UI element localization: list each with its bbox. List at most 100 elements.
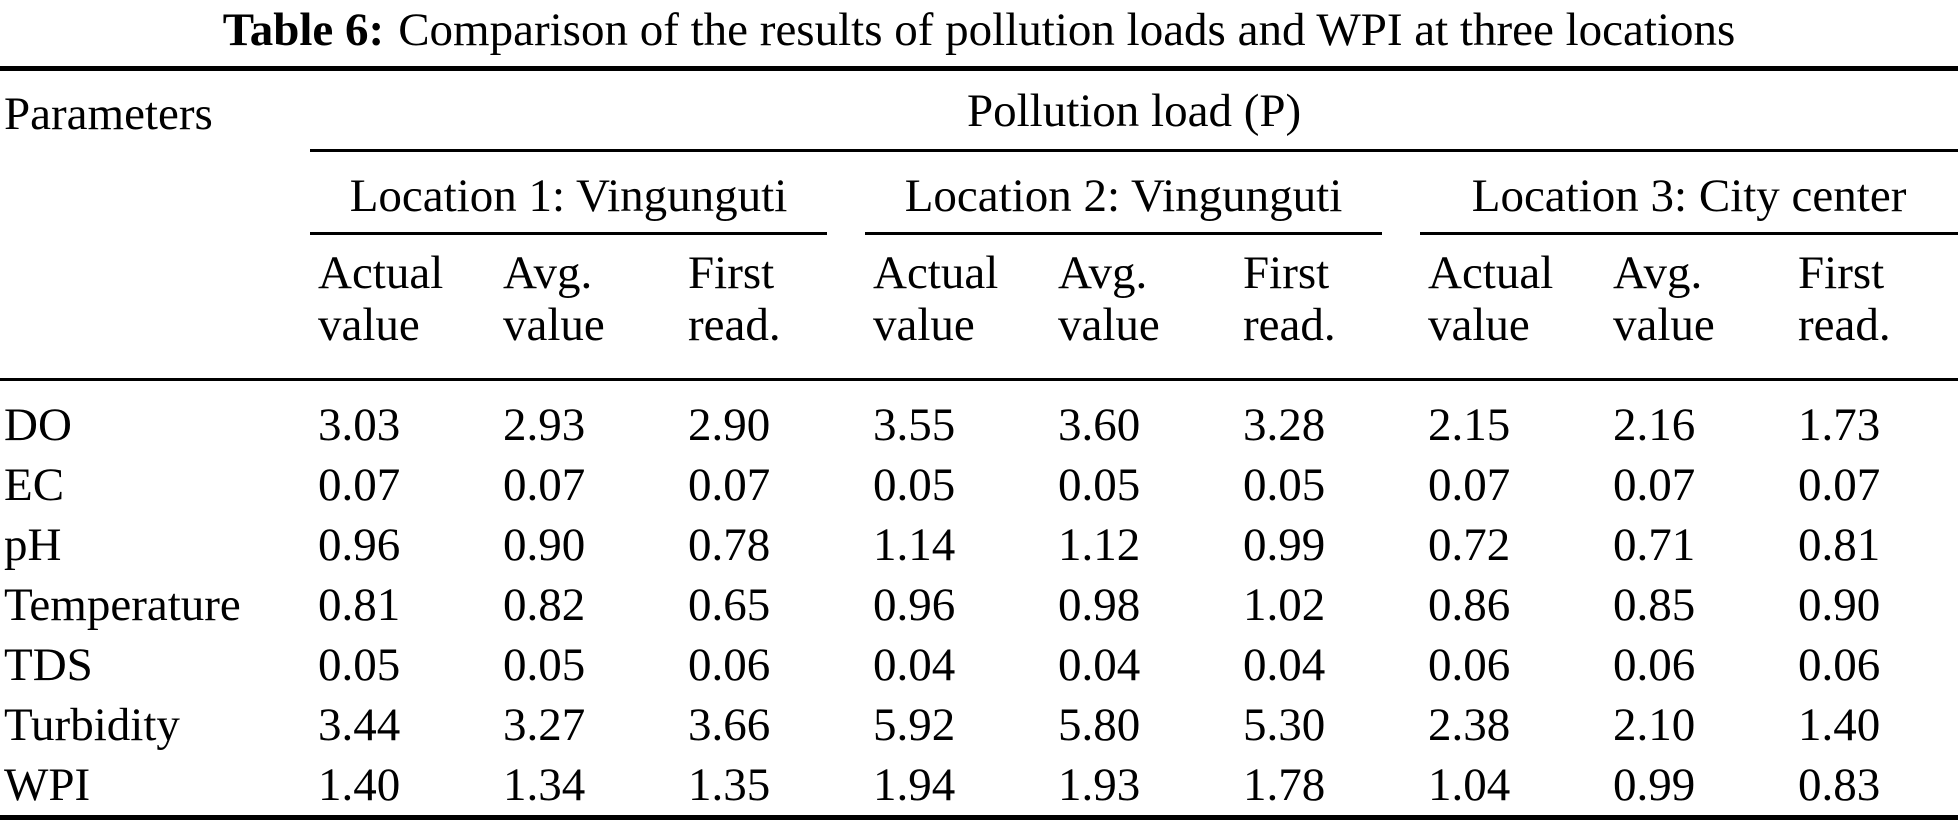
cell-value: 0.07 [1428, 459, 1511, 511]
column-header-parameters: Parameters [0, 68, 310, 381]
row-param-label: Temperature [4, 579, 241, 631]
cell-value: 0.07 [1798, 459, 1881, 511]
cell-value: 3.66 [688, 699, 771, 751]
cell-value: 2.15 [1428, 399, 1511, 451]
table-row-do: DO 3.03 2.93 2.90 3.55 3.60 3.28 2.15 2.… [0, 380, 1958, 456]
table-row-tds: TDS 0.05 0.05 0.06 0.04 0.04 0.04 0.06 0… [0, 635, 1958, 695]
cell-value: 2.93 [503, 399, 586, 451]
header-row-locations: Location 1: Vingunguti Location 2: Vingu… [0, 151, 1958, 235]
cell-value: 1.14 [873, 519, 956, 571]
table-row-temperature: Temperature 0.81 0.82 0.65 0.96 0.98 1.0… [0, 575, 1958, 635]
cell-value: 0.85 [1613, 579, 1696, 631]
location-header-2: Location 2: Vingunguti [865, 151, 1420, 235]
cell-value: 2.90 [688, 399, 771, 451]
cell-value: 3.55 [873, 399, 956, 451]
cell-value: 1.12 [1058, 519, 1141, 571]
cell-value: 0.06 [1428, 639, 1511, 691]
cell-value: 1.78 [1243, 759, 1326, 811]
cell-value: 0.05 [503, 639, 586, 691]
table-body: DO 3.03 2.93 2.90 3.55 3.60 3.28 2.15 2.… [0, 380, 1958, 818]
cell-value: 0.99 [1243, 519, 1326, 571]
subheader-loc1-actual-value: Actual value [310, 235, 495, 381]
header-row-subcolumns: Actual value Avg. value First read. Actu… [0, 235, 1958, 381]
cell-value: 1.93 [1058, 759, 1141, 811]
cell-value: 1.40 [1798, 699, 1881, 751]
cell-value: 0.90 [1798, 579, 1881, 631]
header-row-group: Parameters Pollution load (P) [0, 68, 1958, 381]
row-param-label: EC [4, 459, 65, 511]
cell-value: 3.28 [1243, 399, 1326, 451]
row-param-label: TDS [4, 639, 93, 691]
location-header-1: Location 1: Vingunguti [310, 151, 865, 235]
subheader-loc1-avg-value: Avg. value [495, 235, 680, 381]
cell-value: 0.65 [688, 579, 771, 631]
cell-value: 1.02 [1243, 579, 1326, 631]
row-param-label: DO [4, 399, 72, 451]
cell-value: 1.34 [503, 759, 586, 811]
cell-value: 0.71 [1613, 519, 1696, 571]
cell-value: 0.04 [1058, 639, 1141, 691]
cell-value: 0.07 [1613, 459, 1696, 511]
row-param-label: pH [4, 519, 62, 571]
cell-value: 0.81 [1798, 519, 1881, 571]
cell-value: 3.27 [503, 699, 586, 751]
cell-value: 5.80 [1058, 699, 1141, 751]
cell-value: 0.05 [318, 639, 401, 691]
cell-value: 0.98 [1058, 579, 1141, 631]
row-param-label: WPI [4, 759, 91, 811]
cell-value: 0.99 [1613, 759, 1696, 811]
cell-value: 0.05 [873, 459, 956, 511]
cell-value: 0.04 [1243, 639, 1326, 691]
cell-value: 0.96 [318, 519, 401, 571]
subheader-loc3-actual-value: Actual value [1420, 235, 1605, 381]
cell-value: 5.30 [1243, 699, 1326, 751]
subheader-loc2-avg-value: Avg. value [1050, 235, 1235, 381]
cell-value: 0.05 [1058, 459, 1141, 511]
cell-value: 0.06 [1613, 639, 1696, 691]
cell-value: 0.04 [873, 639, 956, 691]
cell-value: 0.78 [688, 519, 771, 571]
table-caption: Table 6: Comparison of the results of pol… [0, 0, 1958, 60]
cell-value: 3.44 [318, 699, 401, 751]
cell-value: 2.16 [1613, 399, 1696, 451]
table-row-turbidity: Turbidity 3.44 3.27 3.66 5.92 5.80 5.30 … [0, 695, 1958, 755]
cell-value: 0.81 [318, 579, 401, 631]
column-header-pollution-load: Pollution load (P) [310, 68, 1958, 152]
subheader-loc3-first-read: First read. [1790, 235, 1958, 381]
table-caption-text: Comparison of the results of pollution l… [398, 4, 1736, 56]
cell-value: 0.06 [688, 639, 771, 691]
location-header-1-label: Location 1: Vingunguti [310, 152, 827, 235]
location-header-3: Location 3: City center [1420, 151, 1958, 235]
subheader-loc3-avg-value: Avg. value [1605, 235, 1790, 381]
cell-value: 0.07 [688, 459, 771, 511]
cell-value: 2.10 [1613, 699, 1696, 751]
cell-value: 1.35 [688, 759, 771, 811]
location-header-2-label: Location 2: Vingunguti [865, 152, 1382, 235]
cell-value: 0.96 [873, 579, 956, 631]
row-param-label: Turbidity [4, 699, 180, 751]
table-header: Parameters Pollution load (P) Location 1… [0, 68, 1958, 381]
cell-value: 0.05 [1243, 459, 1326, 511]
cell-value: 3.03 [318, 399, 401, 451]
cell-value: 0.72 [1428, 519, 1511, 571]
cell-value: 3.60 [1058, 399, 1141, 451]
cell-value: 0.83 [1798, 759, 1881, 811]
table-row-wpi: WPI 1.40 1.34 1.35 1.94 1.93 1.78 1.04 0… [0, 755, 1958, 818]
cell-value: 0.06 [1798, 639, 1881, 691]
location-header-3-label: Location 3: City center [1420, 152, 1958, 235]
pollution-load-table: Parameters Pollution load (P) Location 1… [0, 66, 1958, 820]
subheader-loc1-first-read: First read. [680, 235, 865, 381]
cell-value: 1.94 [873, 759, 956, 811]
cell-value: 0.07 [318, 459, 401, 511]
cell-value: 1.04 [1428, 759, 1511, 811]
cell-value: 5.92 [873, 699, 956, 751]
cell-value: 0.07 [503, 459, 586, 511]
table-row-ec: EC 0.07 0.07 0.07 0.05 0.05 0.05 0.07 0.… [0, 455, 1958, 515]
table-row-ph: pH 0.96 0.90 0.78 1.14 1.12 0.99 0.72 0.… [0, 515, 1958, 575]
subheader-loc2-first-read: First read. [1235, 235, 1420, 381]
cell-value: 1.40 [318, 759, 401, 811]
table-caption-label: Table 6: [222, 4, 385, 56]
subheader-loc2-actual-value: Actual value [865, 235, 1050, 381]
cell-value: 0.82 [503, 579, 586, 631]
